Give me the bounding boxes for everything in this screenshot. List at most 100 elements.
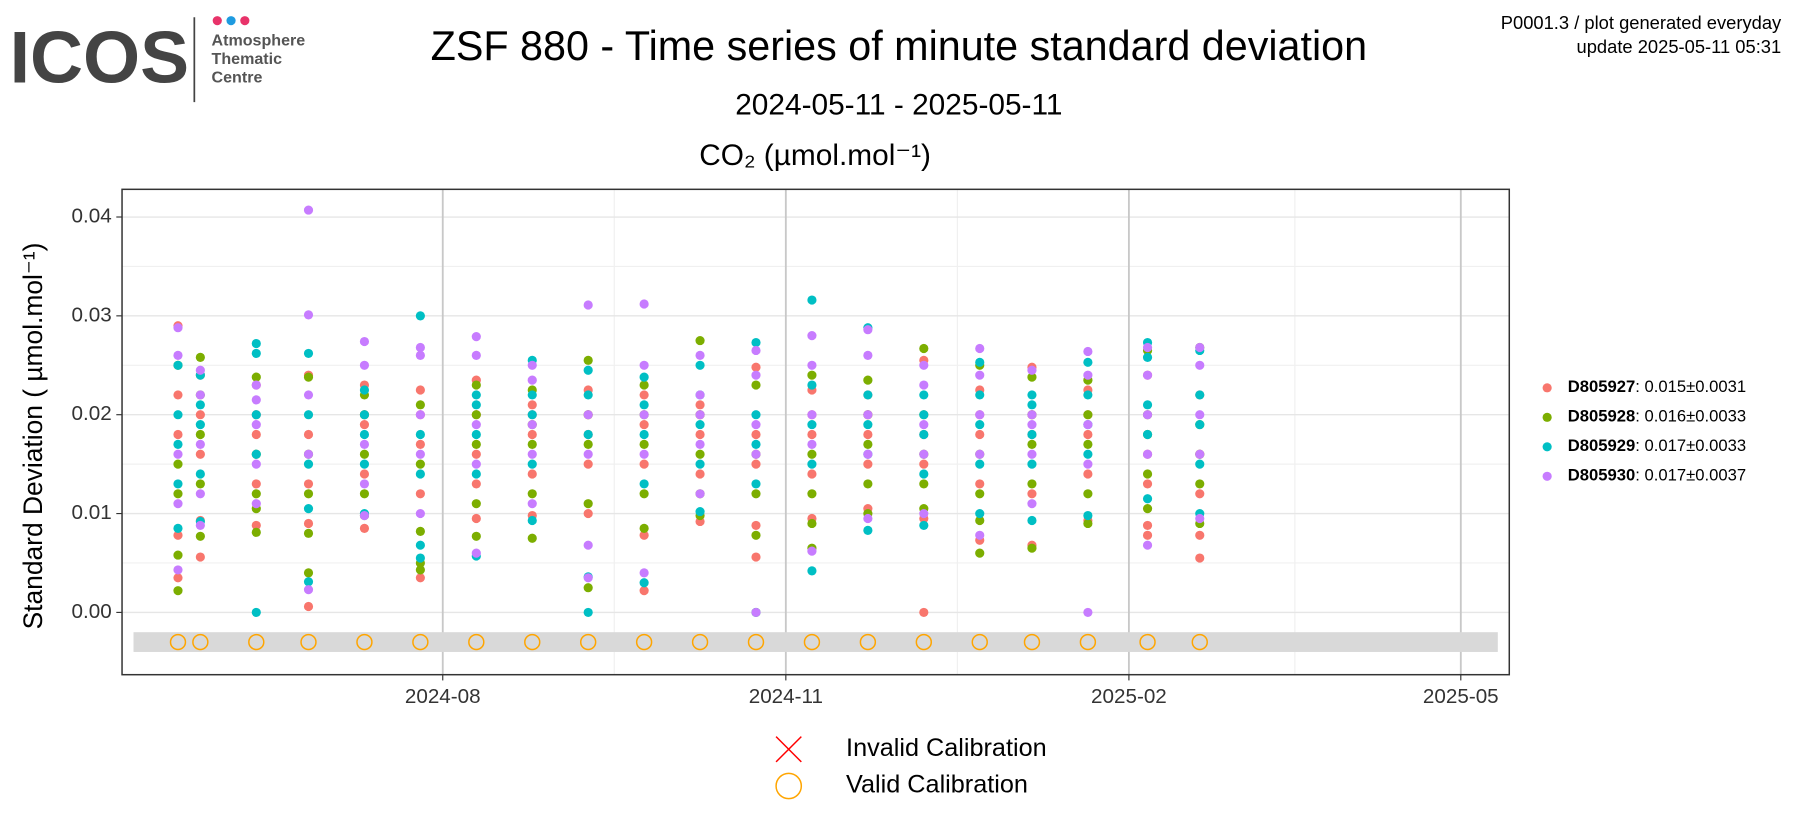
data-point [251,338,261,349]
legend-separator: : [1635,466,1644,485]
data-point [919,449,929,459]
data-point [251,489,261,499]
header-note: P0001.3 / plot generated everyday [1501,12,1782,33]
legend-marker [1542,412,1552,422]
data-point [251,410,261,420]
data-point [173,390,183,400]
data-point [807,331,817,341]
data-point [1083,429,1093,440]
data-point [751,552,761,562]
logo: ICOS Atmosphere Thematic Centre [10,16,305,103]
data-point [863,513,873,524]
data-point [303,348,314,359]
data-point [639,429,649,440]
data-point [583,508,593,519]
data-point [1083,607,1093,618]
data-point [1195,530,1205,540]
data-point [173,550,183,560]
data-point [1195,513,1205,524]
data-point [1083,390,1093,400]
data-point [639,459,649,469]
data-point [1195,360,1205,370]
data-point [639,586,649,596]
data-point [1083,357,1093,367]
data-point [975,357,985,367]
logo-text: ICOS [10,16,190,98]
data-point [975,489,985,499]
legend: D805927: 0.015±0.0031 D805928: 0.016±0.00… [1542,377,1747,485]
calibration-marker [775,736,802,763]
data-point [919,420,929,430]
calibration-marker [192,633,209,651]
data-point [751,439,761,449]
data-point [807,518,817,529]
data-point [471,469,481,479]
data-point [1142,540,1153,550]
data-point [173,439,183,449]
data-point [471,548,481,558]
data-point [527,515,537,526]
data-point [527,489,537,499]
data-point [975,343,985,354]
data-point [471,332,481,342]
calibration-marker [1023,633,1041,651]
data-point [1083,410,1093,420]
data-point [751,362,761,372]
data-point [807,566,817,576]
data-point [1027,400,1037,410]
data-point [863,429,873,440]
data-point [1027,479,1037,489]
data-point [583,540,593,550]
data-point [195,365,205,375]
data-point [1083,489,1093,499]
data-point [863,479,873,489]
data-point [751,607,761,618]
data-point [359,360,370,370]
data-point [471,513,481,524]
data-point [1027,429,1037,440]
legend-summary: 0.017±0.0037 [1645,466,1747,485]
data-point [359,469,370,479]
data-point [1083,518,1093,529]
legend-name: D805928 [1568,407,1635,426]
data-point [359,439,370,449]
data-point [1083,449,1093,459]
y-tick-label: 0.04 [72,204,112,227]
data-point [173,523,183,533]
data-point [583,439,593,449]
data-point [471,429,481,440]
data-point [639,568,649,578]
legend-marker [1542,383,1552,393]
data-point [639,299,649,309]
data-point [751,479,761,489]
data-point [695,429,705,440]
data-point [1195,342,1205,353]
data-point [863,525,873,535]
data-point [751,380,761,390]
data-point [251,459,261,469]
data-point [173,573,183,583]
data-point [415,410,425,420]
data-point [359,336,370,347]
data-point [415,429,425,440]
data-point [195,520,205,531]
data-point [583,429,593,440]
data-point [173,360,183,370]
data-point [975,370,985,380]
data-point [471,479,481,489]
data-point [639,523,649,533]
data-point [639,449,649,459]
data-point [1083,346,1093,357]
data-point [415,459,425,469]
data-point [639,530,649,540]
data-point [527,410,537,420]
legend-name: D805927 [1568,377,1635,396]
data-point [1195,410,1205,420]
calibration-marker [169,633,187,651]
data-point [695,335,705,346]
data-point [863,449,873,459]
data-point [975,508,985,519]
data-point [471,390,481,400]
data-point [195,390,205,400]
data-point [919,479,929,489]
